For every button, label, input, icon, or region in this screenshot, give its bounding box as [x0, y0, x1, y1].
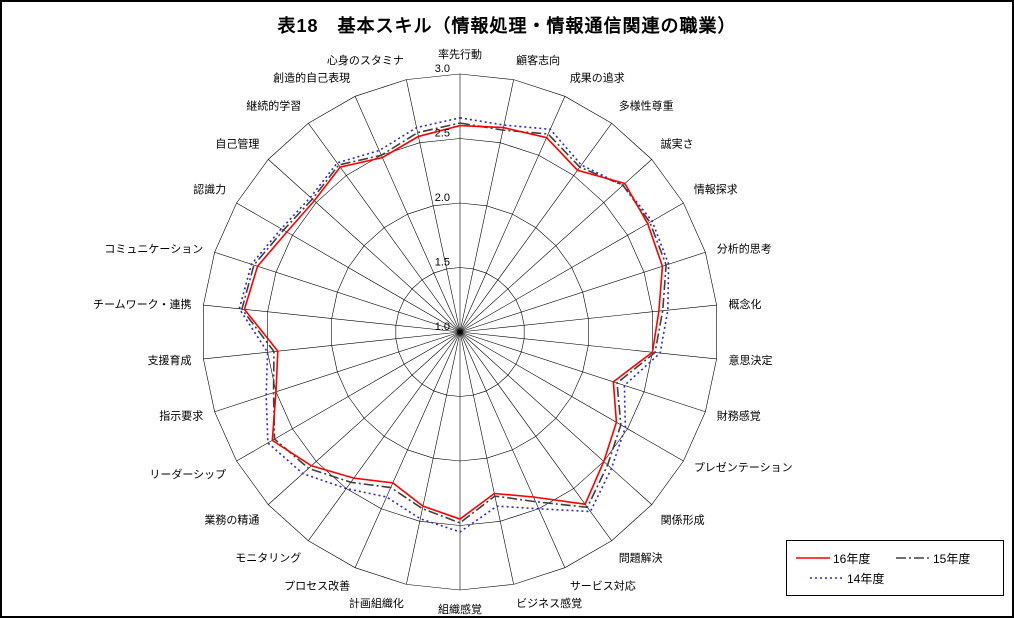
category-label: 成果の追求 — [570, 70, 625, 84]
chart-legend: 16年度 15年度 14年度 — [786, 540, 1004, 596]
category-label: 創造的自己表現 — [273, 70, 350, 84]
series-polygon-16年度 — [243, 124, 664, 520]
series-polygon-15年度 — [241, 122, 667, 524]
legend-item-15: 15年度 — [895, 550, 995, 567]
legend-label-14: 14年度 — [847, 571, 885, 586]
legend-label-16: 16年度 — [833, 551, 871, 566]
legend-line-sample-14 — [810, 577, 844, 579]
category-label: サービス対応 — [570, 579, 636, 593]
category-label: 継続的学習 — [246, 99, 301, 113]
radial-tick-label: 3.0 — [435, 63, 450, 75]
category-label: コミュニケーション — [104, 243, 203, 256]
legend-item-14: 14年度 — [809, 570, 909, 587]
axis-spokes — [203, 74, 717, 590]
category-label: モニタリング — [235, 550, 301, 564]
category-label: 関係形成 — [661, 514, 705, 527]
category-label: 概念化 — [729, 297, 762, 311]
category-label: 計画組織化 — [349, 596, 404, 610]
series-polygon-14年度 — [238, 117, 670, 533]
category-label: 多様性尊重 — [619, 99, 674, 113]
category-label: リーダーシップ — [149, 467, 226, 481]
category-labels: 率先行動 顧客志向成果の追求多様性尊重誠実さ情報探求分析的思考概念化意思決定財務感… — [93, 47, 793, 616]
category-label: 組織感覚 — [438, 603, 482, 616]
radial-tick-label: 2.0 — [435, 192, 450, 204]
category-label: 分析的思考 — [717, 242, 772, 256]
category-label: プロセス改善 — [284, 579, 350, 593]
category-label: 財務感覚 — [717, 408, 761, 422]
category-label: ビジネス感覚 — [516, 597, 582, 610]
category-label: 認識力 — [193, 182, 226, 196]
chart-title: 表18 基本スキル（情報処理・情報通信関連の職業） — [277, 16, 737, 36]
category-label: 顧客志向 — [516, 53, 560, 67]
radial-tick-label: 1.0 — [435, 321, 450, 333]
category-label: 率先行動 — [438, 47, 482, 61]
category-label: 問題解決 — [619, 550, 663, 564]
legend-row-1: 16年度 15年度 — [795, 548, 995, 568]
legend-row-2: 14年度 — [795, 568, 995, 588]
radial-tick-labels: 1.0 1.5 2.0 2.5 3.0 — [435, 63, 450, 333]
category-label: チームワーク・連携 — [93, 297, 191, 311]
legend-label-15: 15年度 — [933, 551, 971, 566]
legend-item-16: 16年度 — [795, 550, 895, 567]
category-label: 意思決定 — [729, 353, 773, 367]
category-label: 誠実さ — [661, 136, 694, 150]
legend-line-sample-16 — [796, 557, 830, 559]
category-label: 自己管理 — [215, 136, 259, 150]
category-label: 支援育成 — [147, 353, 191, 367]
radial-tick-label: 2.5 — [435, 128, 450, 140]
category-label: 業務の精通 — [204, 513, 259, 527]
radial-tick-label: 1.5 — [435, 257, 450, 269]
category-label: プレゼンテーション — [694, 461, 793, 474]
legend-line-sample-15 — [896, 557, 930, 559]
category-label: 情報探求 — [694, 183, 738, 196]
category-label: 心身のスタミナ — [327, 53, 404, 67]
category-label: 指示要求 — [159, 408, 203, 422]
